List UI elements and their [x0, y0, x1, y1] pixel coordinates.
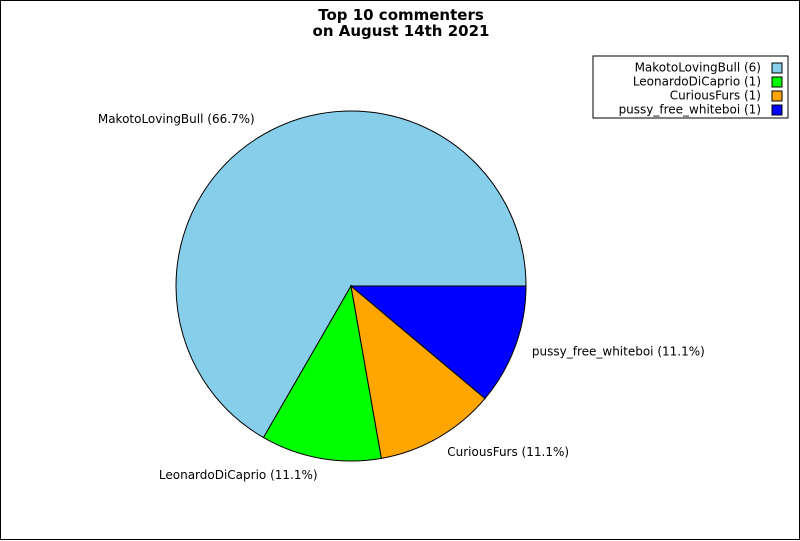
pie-slices [175, 110, 527, 462]
pie-slice-0 [175, 110, 527, 439]
legend-box [592, 55, 789, 119]
legend-swatch-3 [771, 104, 783, 116]
pie-slice-labels: MakotoLovingBull (66.7%) LeonardoDiCaprio… [98, 112, 705, 482]
chart-title-line-1: Top 10 commenters [318, 6, 484, 24]
pie-slice-1 [262, 284, 382, 462]
legend-label-2: CuriousFurs (1) [670, 89, 761, 103]
legend-label-0: MakotoLovingBull (6) [635, 61, 761, 75]
legend-label-3: pussy_free_whiteboi (1) [619, 103, 761, 117]
slice-label-0: MakotoLovingBull (66.7%) [98, 112, 255, 126]
pie-slice-2 [350, 284, 486, 459]
slice-label-1: LeonardoDiCaprio (11.1%) [159, 468, 318, 482]
slice-label-2: CuriousFurs (11.1%) [447, 445, 569, 459]
legend-label-1: LeonardoDiCaprio (1) [633, 75, 761, 89]
chart-title-line-2: on August 14th 2021 [313, 22, 490, 40]
legend-swatch-2 [771, 90, 783, 102]
legend: MakotoLovingBull (6)LeonardoDiCaprio (1)… [592, 55, 789, 119]
legend-swatch-0 [771, 62, 783, 74]
pie-slice-3 [349, 285, 527, 400]
slice-label-3: pussy_free_whiteboi (11.1%) [532, 344, 705, 358]
legend-swatch-1 [771, 76, 783, 88]
